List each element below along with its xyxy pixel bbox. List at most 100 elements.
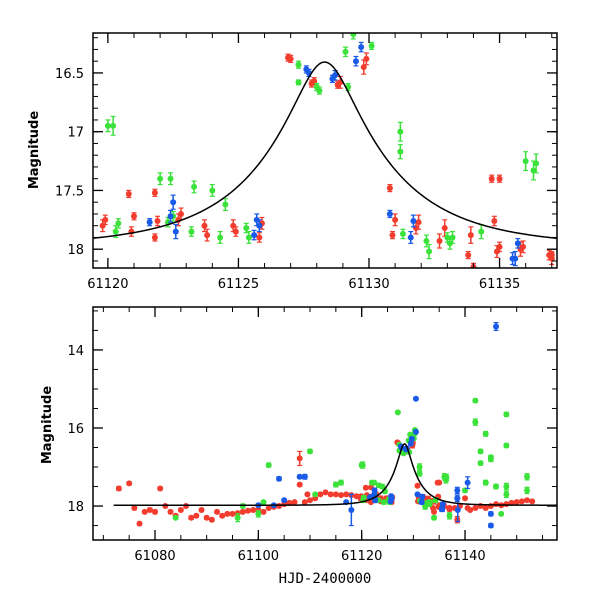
data-point bbox=[389, 232, 396, 239]
data-point bbox=[311, 78, 318, 85]
data-point bbox=[482, 504, 489, 511]
data-point bbox=[350, 33, 357, 38]
data-point bbox=[388, 495, 395, 502]
data-point bbox=[154, 218, 161, 224]
plot-frame bbox=[92, 32, 558, 269]
data-point bbox=[188, 514, 195, 521]
data-point bbox=[0, 213, 6, 219]
data-point bbox=[444, 234, 451, 241]
data-point bbox=[201, 222, 208, 229]
data-point bbox=[27, 234, 33, 240]
data-point bbox=[348, 506, 355, 513]
data-point bbox=[514, 240, 521, 247]
data-point bbox=[234, 510, 241, 517]
data-point bbox=[414, 491, 421, 498]
data-point bbox=[446, 512, 453, 519]
data-point bbox=[316, 87, 323, 94]
y-tick-label: 18 bbox=[67, 243, 84, 258]
data-point bbox=[524, 487, 531, 494]
data-point bbox=[146, 219, 153, 226]
data-point bbox=[343, 491, 350, 498]
data-point bbox=[229, 510, 236, 517]
data-point bbox=[441, 473, 448, 480]
data-point bbox=[296, 481, 303, 488]
data-point bbox=[513, 499, 520, 506]
data-point bbox=[524, 497, 531, 504]
data-point bbox=[472, 397, 479, 404]
data-point bbox=[141, 508, 148, 515]
data-point bbox=[172, 514, 179, 521]
data-point bbox=[360, 494, 367, 501]
data-point bbox=[162, 503, 169, 510]
data-point bbox=[136, 520, 143, 527]
data-point bbox=[464, 479, 471, 486]
data-point bbox=[439, 501, 446, 508]
data-point bbox=[418, 499, 425, 506]
data-point bbox=[503, 442, 510, 449]
data-point bbox=[151, 189, 158, 196]
data-point bbox=[394, 409, 401, 416]
plot-area bbox=[113, 322, 557, 529]
data-point bbox=[549, 276, 555, 282]
data-point bbox=[371, 487, 378, 494]
data-point bbox=[27, 211, 33, 217]
data-point bbox=[431, 508, 438, 515]
data-point bbox=[487, 522, 494, 529]
data-point bbox=[193, 512, 200, 519]
x-tick-label: 61135 bbox=[479, 277, 520, 292]
y-axis-title: Magnitude bbox=[27, 111, 42, 190]
data-point bbox=[338, 492, 345, 499]
data-point bbox=[412, 395, 419, 402]
data-point bbox=[232, 228, 239, 235]
data-point bbox=[234, 514, 241, 521]
data-point bbox=[487, 456, 494, 463]
data-point bbox=[102, 216, 109, 223]
data-point bbox=[115, 485, 122, 492]
y-tick-label: 16 bbox=[67, 422, 84, 437]
data-point bbox=[219, 512, 226, 519]
y-tick-label: 18 bbox=[67, 500, 84, 515]
data-point bbox=[296, 473, 303, 480]
data-point bbox=[208, 516, 215, 523]
data-point bbox=[256, 234, 263, 241]
data-point bbox=[503, 483, 510, 490]
data-point bbox=[496, 175, 503, 182]
data-point bbox=[0, 176, 6, 182]
data-point bbox=[493, 323, 500, 330]
data-point bbox=[291, 499, 298, 506]
data-point bbox=[419, 493, 426, 500]
data-point bbox=[462, 495, 469, 502]
data-point bbox=[167, 175, 174, 182]
data-point bbox=[332, 491, 339, 498]
plot-area bbox=[0, 33, 557, 282]
data-point bbox=[352, 58, 359, 65]
data-point bbox=[304, 491, 311, 498]
data-point bbox=[503, 491, 510, 498]
data-point bbox=[342, 48, 349, 55]
data-point bbox=[256, 222, 263, 229]
data-point bbox=[518, 498, 525, 505]
data-point bbox=[436, 479, 443, 486]
data-point bbox=[493, 483, 500, 490]
data-point bbox=[482, 479, 489, 486]
data-point bbox=[170, 199, 177, 206]
data-point bbox=[327, 491, 334, 498]
data-point bbox=[301, 499, 308, 506]
data-point bbox=[416, 470, 423, 477]
data-point bbox=[191, 183, 198, 190]
data-point bbox=[509, 255, 516, 262]
data-point bbox=[214, 508, 221, 515]
full-light-curve-panel: Magnitude HJD-2400000 61080 61100 61120 611… bbox=[40, 306, 558, 587]
x-tick-label: 61140 bbox=[444, 549, 485, 564]
data-point bbox=[322, 489, 329, 496]
data-point bbox=[188, 228, 195, 235]
data-point bbox=[415, 219, 422, 226]
data-point bbox=[425, 499, 432, 506]
data-point bbox=[380, 499, 387, 506]
data-point bbox=[183, 503, 190, 510]
data-point bbox=[454, 487, 461, 494]
data-point bbox=[287, 55, 294, 62]
x-tick-label: 61120 bbox=[341, 549, 382, 564]
data-point bbox=[438, 506, 445, 513]
data-point bbox=[126, 480, 133, 487]
